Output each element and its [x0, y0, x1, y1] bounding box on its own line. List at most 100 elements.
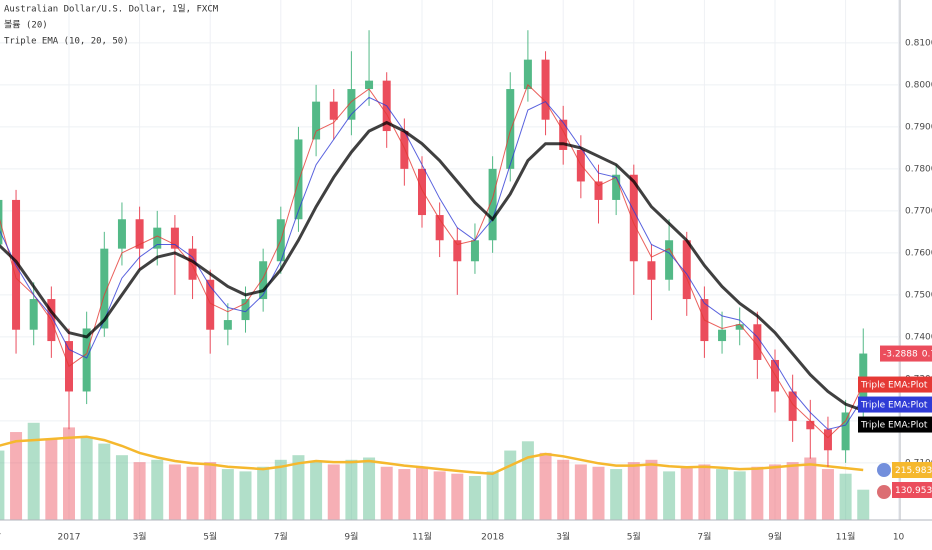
ema-label-part: Triple EMA:Plot [860, 420, 928, 430]
candle-body [523, 59, 532, 90]
candle-body [647, 261, 656, 280]
x-tick-label: 5월 [627, 531, 641, 543]
volume-ma-line [0, 435, 864, 475]
volume-bar [10, 432, 23, 520]
volume-bar [186, 466, 199, 520]
price-label-bg [880, 345, 932, 362]
x-tick-label: 10 [893, 533, 905, 543]
flag-icon[interactable] [877, 485, 891, 499]
volume-bar [63, 427, 75, 520]
x-tick-label: 11월 [412, 531, 432, 543]
x-tick-label: 2018 [481, 533, 504, 543]
ema-label-part: Triple EMA:Plot [860, 380, 928, 390]
candle-body [294, 139, 303, 220]
volume-bar [168, 464, 181, 520]
volume-label-bg [892, 482, 932, 499]
candle-body [241, 299, 250, 321]
volume-ma-label-bg [892, 462, 932, 479]
volume-bar [98, 443, 111, 520]
y-tick-label: 0.77000 [905, 206, 932, 216]
volume-bar [380, 466, 393, 520]
volume-bar [221, 469, 234, 520]
volume-bar [592, 466, 605, 520]
volume-bar [857, 489, 870, 520]
y-tick-label: 0.80000 [905, 80, 932, 90]
price-label-text: -3.2888 0.73603 [883, 349, 932, 359]
volume-bar [204, 462, 217, 520]
volume-label-text: 130.953K [895, 486, 932, 496]
flag-icon[interactable] [877, 463, 891, 477]
volume-bar [80, 436, 93, 520]
x-tick-label: 7월 [697, 531, 711, 543]
candle-body [612, 174, 621, 200]
y-tick-label: 0.81000 [905, 38, 932, 48]
volume-bar [45, 438, 58, 520]
x-tick-label: 9월 [344, 531, 358, 543]
candle-body [576, 149, 585, 182]
volume-bar [769, 464, 781, 520]
ema-label-part: Triple EMA:Plot [860, 400, 928, 410]
volume-bar [821, 469, 834, 520]
volume-bar [257, 466, 270, 520]
volume-bar [716, 469, 729, 520]
volume-bar [327, 464, 340, 520]
candle-body [735, 324, 744, 330]
candle-body [329, 101, 338, 120]
ema-line [0, 96, 864, 430]
candle-body [682, 240, 691, 300]
price-pane [0, 30, 868, 468]
volume-bar [0, 450, 5, 520]
ema-label-text: Triple EMA:Plot0.72865 [860, 380, 932, 390]
candle-body [0, 199, 3, 245]
candle-body [100, 248, 109, 329]
volume-bar [468, 476, 481, 520]
volume-bar [610, 469, 623, 520]
candle-body [418, 168, 426, 216]
volume-bar [27, 422, 40, 520]
volume-bar [804, 457, 817, 520]
price-label-part: -3.2888 [883, 349, 918, 359]
candle-body [206, 279, 215, 330]
volume-bar [733, 471, 746, 520]
volume-bar [521, 441, 534, 520]
ema-label: Triple EMA:Plot0.72865 [858, 376, 932, 393]
volume-bar [539, 452, 552, 520]
candle-body [541, 59, 550, 120]
x-tick-label: 3월 [133, 531, 147, 543]
x-tick-label: 9월 [768, 531, 782, 543]
ema-label-text: Triple EMA:Plot0.72552 [860, 400, 932, 410]
y-tick-label: 0.79000 [905, 122, 932, 132]
candle-body [665, 240, 674, 280]
volume-bar [574, 464, 587, 520]
candle-body [806, 420, 815, 430]
x-tick-label: 3월 [556, 531, 570, 543]
y-tick-label: 0.74000 [905, 332, 932, 342]
candle-body [506, 89, 515, 169]
candle-body [400, 131, 409, 169]
candle-body [753, 324, 762, 360]
ema-label: Triple EMA:Plot0.72247 [858, 416, 932, 433]
candle-body [594, 181, 603, 200]
candle-body [188, 248, 197, 280]
volume-bar [680, 466, 693, 520]
ema-label: Triple EMA:Plot0.72552 [858, 396, 932, 413]
candle-body [559, 119, 568, 150]
candle-body [453, 240, 462, 262]
y-tick-label: 0.75000 [905, 290, 932, 300]
candle-body [82, 328, 91, 392]
y-tick-label: 0.78000 [905, 164, 932, 174]
volume-bar [292, 455, 305, 520]
volume-bar [486, 471, 499, 520]
chart-title: Australian Dollar/U.S. Dollar, 1일, FXCM [4, 4, 219, 15]
ema-label-bg [858, 376, 932, 393]
volume-bar [451, 473, 464, 520]
volume-bar [133, 462, 146, 520]
volume-ma-label-text: 215.983K [895, 466, 932, 476]
time-axis-bg [0, 520, 932, 550]
candle-body [170, 227, 179, 249]
candle-body [347, 89, 356, 120]
volume-bar [398, 469, 411, 520]
